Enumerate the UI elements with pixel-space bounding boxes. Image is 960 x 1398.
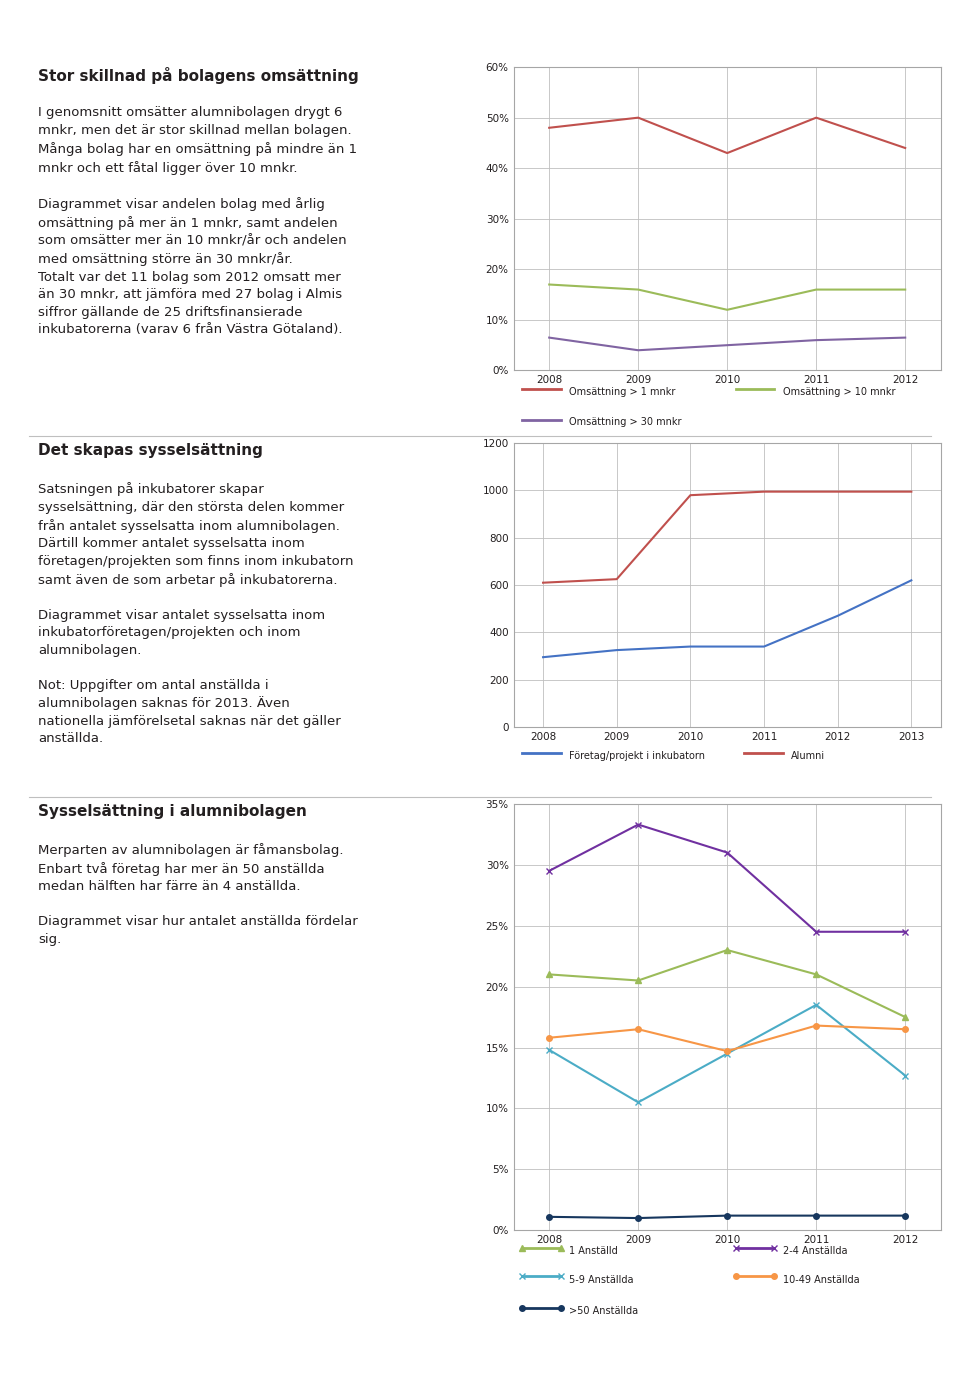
- Text: Sysselsättning i alumnibolagen: Sysselsättning i alumnibolagen: [38, 804, 307, 819]
- Text: Inkubatorrapport 2014  |  Regionutvecklingssekretariatet 2014-09-08: Inkubatorrapport 2014 | Regionutveckling…: [561, 1346, 922, 1357]
- Text: 5-9 Anställda: 5-9 Anställda: [569, 1275, 634, 1285]
- Text: 2-4 Anställda: 2-4 Anställda: [782, 1247, 848, 1257]
- Text: Alumni: Alumni: [791, 751, 826, 761]
- Text: Stor skillnad på bolagens omsättning: Stor skillnad på bolagens omsättning: [38, 67, 359, 84]
- Text: Det skapas sysselsättning: Det skapas sysselsättning: [38, 443, 263, 459]
- Text: Omsättning > 10 mnkr: Omsättning > 10 mnkr: [782, 387, 896, 397]
- Text: 1 Anställd: 1 Anställd: [569, 1247, 618, 1257]
- Text: Omsättning > 1 mnkr: Omsättning > 1 mnkr: [569, 387, 676, 397]
- Text: 5: 5: [38, 1345, 48, 1359]
- Text: I genomsnitt omsätter alumnibolagen drygt 6
mnkr, men det är stor skillnad mella: I genomsnitt omsätter alumnibolagen dryg…: [38, 106, 357, 337]
- Text: >50 Anställda: >50 Anställda: [569, 1306, 638, 1317]
- Text: Omsättning > 30 mnkr: Omsättning > 30 mnkr: [569, 418, 682, 428]
- Text: Merparten av alumnibolagen är fåmansbolag.
Enbart två företag har mer än 50 anst: Merparten av alumnibolagen är fåmansbola…: [38, 843, 358, 946]
- Text: 10-49 Anställda: 10-49 Anställda: [782, 1275, 859, 1285]
- Text: Satsningen på inkubatorer skapar
sysselsättning, där den största delen kommer
fr: Satsningen på inkubatorer skapar syssels…: [38, 482, 354, 745]
- Text: Företag/projekt i inkubatorn: Företag/projekt i inkubatorn: [569, 751, 706, 761]
